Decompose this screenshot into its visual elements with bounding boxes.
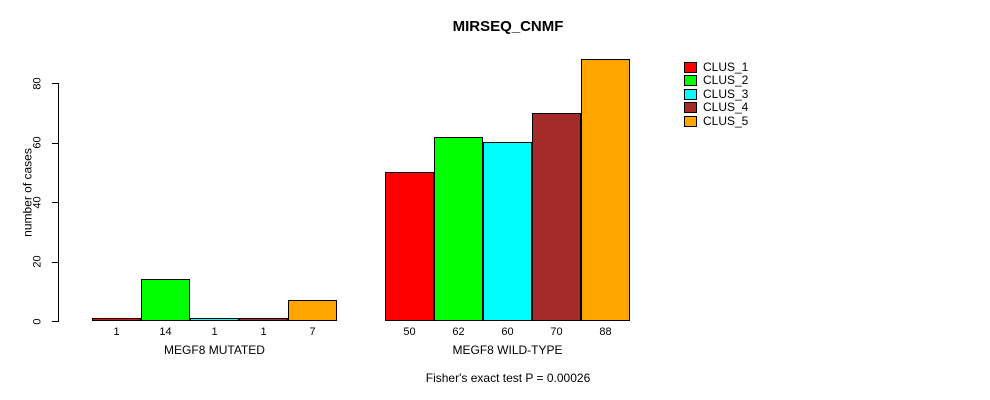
y-tick-80 xyxy=(52,83,59,84)
legend-item-clus-1: CLUS_1 xyxy=(684,60,749,74)
legend-item-clus-3: CLUS_3 xyxy=(684,86,749,101)
bar-clus-3-megf8-wild-type xyxy=(483,142,532,321)
bar-value-label-megf8-wild-type-clus-1: 50 xyxy=(403,326,416,338)
y-tick-20 xyxy=(52,261,59,263)
chart-title: MIRSEQ_CNMF xyxy=(452,18,564,35)
bar-clus-5-megf8-wild-type xyxy=(581,59,630,321)
bar-value-label-megf8-wild-type-clus-2: 62 xyxy=(452,326,465,338)
bar-clus-2-megf8-wild-type xyxy=(434,137,483,321)
y-tick-label-60: 60 xyxy=(31,136,44,149)
legend-item-clus-4: CLUS_4 xyxy=(684,100,749,115)
y-tick-0 xyxy=(52,321,59,322)
y-tick-label-80: 80 xyxy=(31,76,44,90)
bar-value-label-megf8-mutated-clus-5: 7 xyxy=(309,326,316,338)
bar-clus-4-megf8-wild-type xyxy=(532,113,581,321)
legend-swatch-clus-2 xyxy=(684,75,697,87)
bar-value-label-megf8-wild-type-clus-3: 60 xyxy=(501,326,514,338)
bar-value-label-megf8-wild-type-clus-4: 70 xyxy=(550,326,563,338)
bar-value-label-megf8-mutated-clus-4: 1 xyxy=(260,326,267,338)
y-tick-label-40: 40 xyxy=(31,195,44,209)
bar-clus-1-megf8-wild-type xyxy=(385,172,434,321)
legend-label-clus-3: CLUS_3 xyxy=(703,86,749,101)
legend-swatch-clus-3 xyxy=(684,88,697,100)
legend-label-clus-1: CLUS_1 xyxy=(703,60,749,74)
bar-clus-1-megf8-mutated xyxy=(92,318,141,321)
y-tick-label-0: 0 xyxy=(31,317,44,325)
y-tick-40 xyxy=(52,202,59,203)
y-tick-60 xyxy=(52,142,59,144)
legend-item-clus-5: CLUS_5 xyxy=(684,113,749,128)
bar-clus-4-megf8-mutated xyxy=(239,318,288,321)
legend-label-clus-2: CLUS_2 xyxy=(703,73,749,88)
legend-item-clus-2: CLUS_2 xyxy=(684,73,749,88)
legend-swatch-clus-1 xyxy=(684,62,697,73)
x-group-label-megf8-mutated: MEGF8 MUTATED xyxy=(164,343,265,357)
bar-value-label-megf8-mutated-clus-1: 1 xyxy=(113,326,120,338)
legend-label-clus-5: CLUS_5 xyxy=(703,113,749,128)
bar-value-label-megf8-wild-type-clus-5: 88 xyxy=(599,326,612,338)
bar-clus-2-megf8-mutated xyxy=(141,279,190,321)
x-group-label-megf8-wild-type: MEGF8 WILD-TYPE xyxy=(452,343,563,357)
bar-value-label-megf8-mutated-clus-3: 1 xyxy=(211,326,218,338)
legend-swatch-clus-4 xyxy=(684,102,697,114)
legend: CLUS_1 CLUS_2 CLUS_3 CLUS_4 CLUS_5 xyxy=(684,60,749,128)
legend-swatch-clus-5 xyxy=(684,115,697,127)
bar-clus-3-megf8-mutated xyxy=(190,318,239,321)
caption: Fisher's exact test P = 0.00026 xyxy=(425,371,591,385)
bar-clus-5-megf8-mutated xyxy=(288,300,337,321)
legend-label-clus-4: CLUS_4 xyxy=(703,100,749,115)
bar-value-label-megf8-mutated-clus-2: 14 xyxy=(159,326,172,338)
y-tick-label-20: 20 xyxy=(31,255,44,268)
